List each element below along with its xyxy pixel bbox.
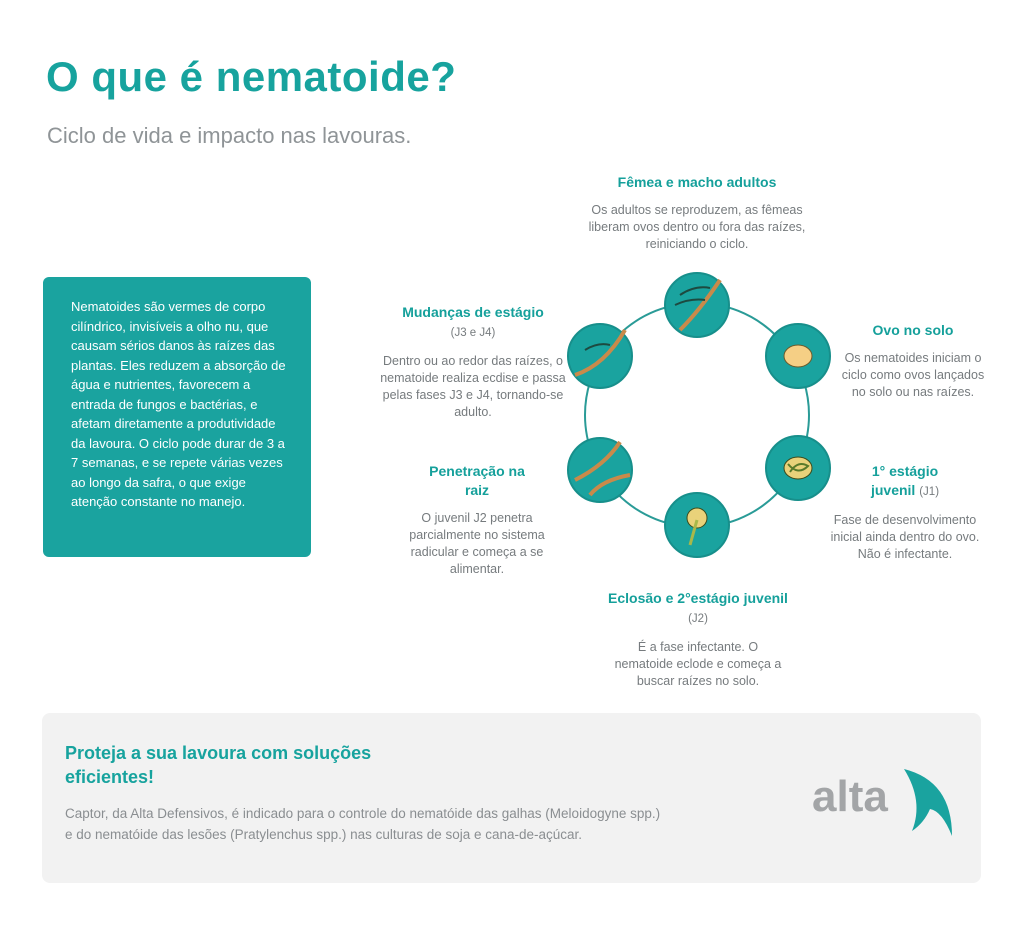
stage-j1: 1° estágio juvenil (J1) Fase de desenvolv… [830, 462, 980, 563]
stage-desc: O juvenil J2 penetra parcialmente no sis… [409, 511, 545, 576]
intro-box: Nematoides são vermes de corpo cilíndric… [43, 277, 311, 557]
stage-molting: Mudanças de estágio (J3 e J4) Dentro ou ao… [378, 303, 568, 421]
j2-stage-icon [664, 492, 730, 558]
stage-egg: Ovo no solo Os nematoides iniciam o ciclo… [838, 321, 988, 401]
stage-title: 1° estágio juvenil [870, 463, 939, 498]
stage-tag: (J2) [688, 613, 708, 625]
stage-desc: Fase de desenvolvimento inicial ainda de… [830, 513, 980, 561]
adult-stage-icon [664, 272, 730, 338]
alta-logo-mark: alta [812, 769, 952, 836]
j1-stage-icon [765, 435, 831, 501]
stage-title: Fêmea e macho adultos [617, 174, 777, 190]
stage-desc: Os adultos se reproduzem, as fêmeas libe… [588, 203, 806, 251]
stage-desc: É a fase infectante. O nematoide eclode … [614, 640, 782, 688]
stage-penetration: Penetração na raiz O juvenil J2 penetra p… [392, 462, 562, 578]
stage-title: Ovo no solo [872, 322, 954, 338]
stage-title: Mudanças de estágio [402, 304, 544, 320]
stage-j2: Eclosão e 2°estágio juvenil (J2) É a fase… [608, 589, 788, 690]
cta-title: Proteja a sua lavoura com soluções efici… [65, 743, 372, 787]
stage-adults: Fêmea e macho adultos Os adultos se repro… [572, 173, 822, 253]
svg-text:alta: alta [812, 772, 888, 821]
stage-desc: Os nematoides iniciam o ciclo como ovos … [841, 351, 985, 399]
stage-title: Penetração na raiz [429, 463, 525, 498]
intro-text: Nematoides são vermes de corpo cilíndric… [71, 299, 286, 509]
egg-stage-icon [765, 323, 831, 389]
page-title: O que é nematoide? [46, 53, 457, 100]
stage-title: Eclosão e 2°estágio juvenil [608, 590, 788, 606]
molting-stage-icon [567, 323, 633, 389]
life-cycle-diagram [567, 272, 831, 558]
alta-logo: alta [812, 761, 1002, 846]
stage-tag: (J3 e J4) [450, 327, 496, 339]
page-subtitle: Ciclo de vida e impacto nas lavouras. [47, 123, 412, 148]
penetration-stage-icon [567, 437, 633, 503]
cta-box: Proteja a sua lavoura com soluções efici… [42, 713, 981, 883]
stage-tag: (J1) [919, 486, 940, 498]
cta-description: Captor, da Alta Defensivos, é indicado p… [65, 806, 661, 842]
stage-desc: Dentro ou ao redor das raízes, o nematoi… [380, 354, 566, 419]
